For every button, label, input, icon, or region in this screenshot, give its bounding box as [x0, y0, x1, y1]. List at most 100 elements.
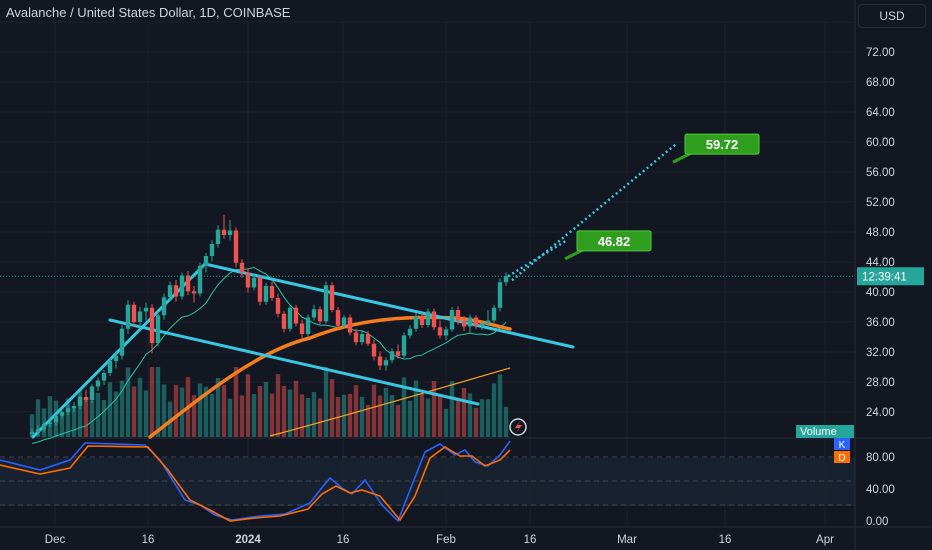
volume-bar	[419, 394, 425, 437]
candle-body	[299, 323, 305, 334]
candle-body	[227, 230, 233, 235]
lightning-bolt-shape	[515, 421, 522, 433]
candle-body	[467, 317, 473, 327]
candle-body	[443, 329, 449, 336]
price-tick-label: 24.00	[866, 407, 895, 419]
volume-bar	[437, 394, 443, 437]
candle-body	[179, 275, 185, 297]
stochastic-d-line	[0, 445, 511, 522]
volume-bar	[311, 392, 317, 437]
candle-body	[437, 327, 443, 336]
candle-body	[323, 285, 329, 322]
candle-body	[209, 244, 215, 256]
candle-body	[215, 229, 221, 244]
price-tick-label: 56.00	[866, 167, 895, 179]
volume-bar	[359, 396, 365, 437]
volume-bar	[65, 398, 71, 437]
currency-selector-button[interactable]: USD	[858, 4, 926, 28]
candle-body	[275, 298, 281, 314]
candle-body	[347, 317, 353, 333]
countdown-badge	[857, 267, 924, 286]
oscillator-tick-label: 80.00	[866, 452, 895, 464]
volume-bar	[119, 380, 125, 437]
candle-body	[455, 310, 461, 322]
volume-bar	[305, 398, 311, 437]
lightning-icon[interactable]	[509, 418, 527, 436]
volume-bar	[449, 381, 455, 437]
volume-bar	[263, 381, 269, 437]
time-tick-label: 2024	[235, 534, 261, 546]
volume-bar	[455, 397, 461, 437]
volume-bars	[29, 367, 509, 437]
volume-bar	[317, 398, 323, 437]
volume-bar	[203, 386, 209, 437]
volume-bar	[95, 392, 101, 437]
volume-bar	[467, 393, 473, 437]
candle-body	[191, 291, 197, 294]
volume-bar	[47, 396, 53, 437]
target-price-label: 59.72	[706, 137, 739, 152]
candle-body	[269, 286, 275, 298]
time-tick-label: Feb	[436, 534, 456, 546]
volume-bar	[131, 386, 137, 437]
candle-body	[383, 360, 389, 366]
price-tick-label: 40.00	[866, 287, 895, 299]
candle-body	[425, 311, 431, 325]
volume-bar	[485, 399, 491, 437]
candle-body	[407, 328, 413, 336]
time-tick-label: 16	[337, 534, 350, 546]
target-price-label: 46.82	[598, 234, 631, 249]
volume-bar	[245, 374, 251, 437]
volume-bar	[215, 378, 221, 437]
volume-bar	[239, 395, 245, 437]
candle-body	[479, 323, 485, 326]
d-tag	[834, 451, 850, 463]
target-label-box[interactable]	[576, 230, 652, 252]
sma-line	[31, 266, 507, 444]
candle-body	[401, 335, 407, 356]
candle-body	[197, 265, 203, 294]
candle-body	[497, 282, 503, 308]
candle-body	[137, 311, 143, 322]
candle-body	[35, 429, 41, 433]
price-tick-label: 36.00	[866, 317, 895, 329]
volume-bar	[197, 383, 203, 437]
volume-bar	[83, 399, 89, 437]
volume-bar	[365, 405, 371, 437]
volume-bar	[59, 412, 65, 437]
volume-bar	[149, 367, 155, 437]
volume-tag-label: Volume	[800, 426, 837, 438]
volume-bar	[89, 400, 95, 437]
candle-body	[119, 328, 125, 356]
candle-body	[203, 256, 209, 266]
volume-bar	[383, 387, 389, 437]
candle-body	[113, 355, 119, 361]
volume-bar	[329, 379, 335, 437]
k-tag-label: K	[839, 440, 846, 451]
volume-bar	[299, 394, 305, 437]
volume-bar	[395, 404, 401, 437]
volume-bar	[431, 380, 437, 437]
volume-bar	[389, 395, 395, 437]
volume-bar	[461, 388, 467, 437]
candle-body	[449, 310, 455, 330]
volume-bar	[101, 400, 107, 437]
candle-body	[491, 307, 497, 321]
candle-body	[95, 380, 101, 387]
candle-body	[167, 285, 173, 298]
candle-body	[485, 320, 491, 324]
target-label-box[interactable]	[684, 133, 760, 155]
volume-bar	[233, 367, 239, 437]
volume-bar	[401, 377, 407, 437]
volume-bar	[107, 382, 113, 437]
candle-body	[377, 356, 383, 366]
candle-body	[311, 309, 317, 318]
candle-body	[77, 397, 83, 406]
k-tag	[834, 438, 850, 450]
volume-bar	[413, 380, 419, 437]
price-tick-label: 52.00	[866, 197, 895, 209]
candle-body	[353, 332, 359, 343]
candles	[29, 214, 509, 438]
candle-body	[233, 230, 239, 263]
